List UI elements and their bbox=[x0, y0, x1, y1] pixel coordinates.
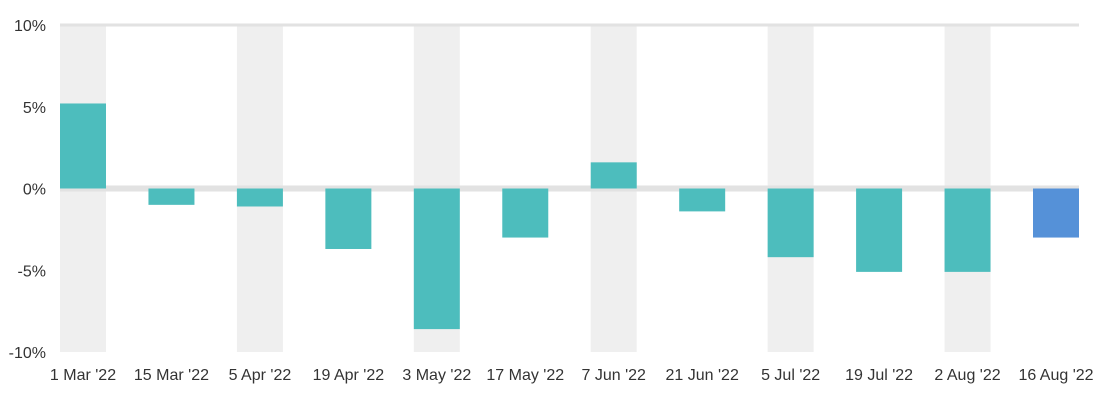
x-tick-label: 2 Aug '22 bbox=[934, 367, 1000, 384]
top-gridline bbox=[60, 23, 1079, 27]
x-tick-label: 17 May '22 bbox=[486, 367, 564, 384]
y-tick-label: -5% bbox=[18, 263, 46, 280]
bar bbox=[1033, 188, 1079, 238]
zero-line bbox=[60, 185, 1079, 192]
x-axis-tick-labels: 1 Mar '22 15 Mar '22 5 Apr '22 19 Apr '22 3 … bbox=[50, 367, 1094, 384]
x-tick-label: 16 Aug '22 bbox=[1018, 367, 1093, 384]
x-tick-label: 5 Jul '22 bbox=[761, 367, 820, 384]
y-tick-label: -10% bbox=[9, 345, 46, 362]
y-axis-tick-labels: 10% 5% 0% -5% -10% bbox=[9, 18, 46, 362]
x-tick-label: 19 Jul '22 bbox=[845, 367, 913, 384]
bar bbox=[679, 188, 726, 212]
bar bbox=[856, 188, 903, 272]
bar bbox=[148, 188, 195, 205]
bar bbox=[502, 188, 549, 238]
x-tick-label: 7 Jun '22 bbox=[582, 367, 647, 384]
x-tick-label: 5 Apr '22 bbox=[229, 367, 292, 384]
bar bbox=[236, 188, 283, 207]
bar bbox=[60, 103, 106, 189]
bar bbox=[767, 188, 814, 258]
x-tick-label: 3 May '22 bbox=[402, 367, 471, 384]
y-tick-label: 5% bbox=[23, 100, 46, 117]
bar bbox=[413, 188, 460, 330]
bar bbox=[325, 188, 372, 249]
x-tick-label: 1 Mar '22 bbox=[50, 367, 116, 384]
y-tick-label: 0% bbox=[23, 182, 46, 199]
bar bbox=[590, 162, 637, 189]
gridlines bbox=[60, 23, 1079, 192]
x-tick-label: 15 Mar '22 bbox=[134, 367, 209, 384]
bar bbox=[944, 188, 991, 272]
x-tick-label: 19 Apr '22 bbox=[313, 367, 385, 384]
y-tick-label: 10% bbox=[14, 18, 46, 35]
x-tick-label: 21 Jun '22 bbox=[666, 367, 739, 384]
bars bbox=[60, 103, 1079, 330]
